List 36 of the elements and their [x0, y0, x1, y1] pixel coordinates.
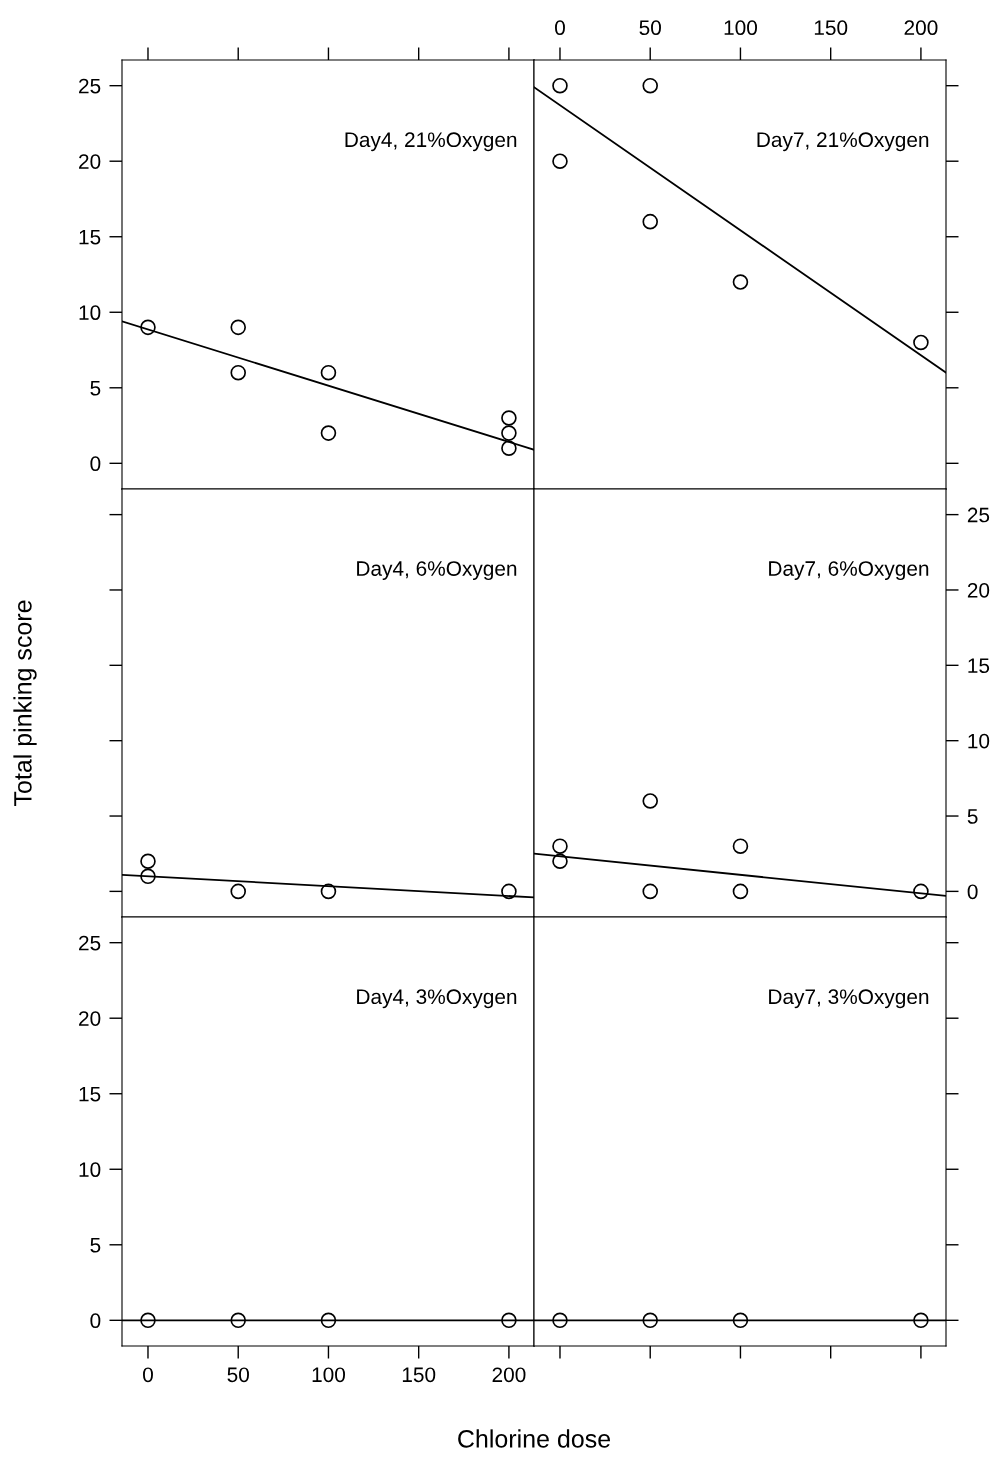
y-tick-label: 0 — [90, 1313, 101, 1329]
y-tick-label: 25 — [79, 935, 101, 951]
x-tick-label: 200 — [904, 20, 938, 36]
y-tick-label: 0 — [90, 456, 101, 472]
annotation: Day7, 21%Oxygen — [757, 132, 929, 152]
y-tick-label: 20 — [79, 154, 101, 169]
x-tick-label: 0 — [555, 20, 565, 36]
y-tick-label: 5 — [967, 809, 978, 824]
x-tick-label: 0 — [143, 1367, 153, 1383]
x-tick-label: 150 — [402, 1367, 436, 1383]
y-tick-label: 15 — [79, 1086, 101, 1102]
annotation: Day7, 6%Oxygen — [769, 561, 929, 581]
y-tick-label: 20 — [967, 582, 990, 598]
y-tick-label: 15 — [79, 229, 101, 245]
x-tick-label: 150 — [814, 20, 848, 36]
y-tick-label: 15 — [968, 658, 990, 674]
x-tick-label: 50 — [227, 1367, 249, 1383]
y-tick-label: 25 — [967, 507, 990, 523]
y-tick-label: 20 — [79, 1011, 101, 1026]
y-axis-title: Total pinking score — [13, 600, 37, 806]
y-tick-label: 10 — [79, 305, 101, 321]
y-tick-label: 0 — [967, 884, 978, 900]
x-axis-title: Chlorine dose — [458, 1429, 611, 1448]
x-tick-label: 50 — [639, 20, 661, 36]
y-tick-label: 25 — [79, 78, 101, 94]
annotation: Day7, 3%Oxygen — [769, 989, 929, 1009]
annotation: Day4, 6%Oxygen — [357, 561, 517, 581]
y-tick-label: 10 — [79, 1162, 101, 1178]
x-tick-label: 100 — [312, 1367, 346, 1383]
x-tick-label: 200 — [492, 1367, 526, 1383]
annotation: Day4, 3%Oxygen — [357, 989, 517, 1009]
y-tick-label: 10 — [968, 733, 990, 749]
annotation: Day4, 21%Oxygen — [345, 132, 517, 152]
y-tick-label: 5 — [90, 381, 101, 396]
y-tick-label: 5 — [90, 1238, 101, 1253]
x-tick-label: 100 — [724, 20, 758, 36]
